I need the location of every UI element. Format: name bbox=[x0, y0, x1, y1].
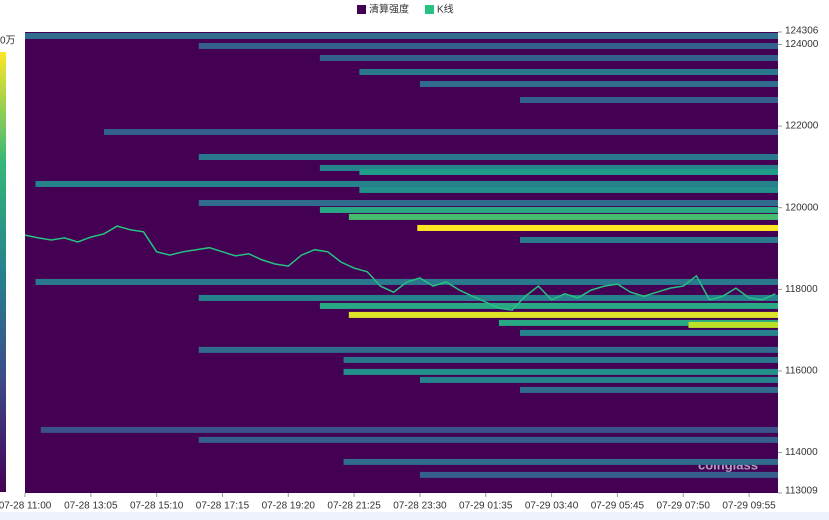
zoom-slider[interactable] bbox=[0, 512, 829, 520]
liquidation-band bbox=[319, 302, 778, 309]
liquidation-band bbox=[198, 346, 778, 353]
x-tick-label: 07-28 11:00 bbox=[0, 501, 52, 512]
liquidation-band bbox=[103, 128, 778, 135]
x-tick-label: 07-28 15:10 bbox=[130, 501, 184, 512]
liquidation-band bbox=[498, 319, 778, 326]
liquidation-band bbox=[198, 153, 778, 160]
liquidation-band bbox=[343, 356, 778, 363]
liquidation-band bbox=[359, 186, 778, 193]
liquidation-band bbox=[40, 426, 779, 433]
y-tick-label: 116000 bbox=[785, 366, 818, 377]
liquidation-band bbox=[198, 436, 778, 443]
y-tick-label: 114000 bbox=[785, 447, 818, 458]
colorbar bbox=[0, 52, 6, 492]
x-tick-label: 07-29 05:45 bbox=[591, 501, 645, 512]
plot-background bbox=[25, 32, 778, 493]
liquidation-band bbox=[198, 199, 778, 206]
y-tick-label: 120000 bbox=[785, 202, 819, 213]
x-tick-label: 07-29 09:55 bbox=[722, 501, 776, 512]
liquidation-band bbox=[348, 213, 778, 220]
liquidation-band bbox=[319, 164, 778, 171]
liquidation-band bbox=[343, 458, 778, 465]
liquidation-band bbox=[519, 96, 778, 103]
x-tick-label: 07-29 07:50 bbox=[657, 501, 711, 512]
liquidation-band bbox=[688, 321, 778, 328]
y-tick-label: 122000 bbox=[785, 121, 819, 132]
y-tick-label: 118000 bbox=[785, 284, 818, 295]
liquidation-band bbox=[419, 471, 778, 478]
x-tick-label: 07-29 03:40 bbox=[525, 501, 579, 512]
y-tick-label: 124306 bbox=[785, 26, 819, 37]
liquidation-band bbox=[519, 329, 778, 336]
x-tick-label: 07-28 19:20 bbox=[262, 501, 316, 512]
liquidation-band bbox=[359, 68, 778, 75]
liquidation-band bbox=[198, 42, 778, 49]
liquidation-band bbox=[343, 368, 778, 375]
liquidation-band bbox=[319, 206, 778, 213]
x-tick-label: 07-28 21:25 bbox=[327, 501, 381, 512]
x-tick-label: 07-28 23:30 bbox=[393, 501, 447, 512]
liquidation-band bbox=[319, 54, 778, 61]
legend-swatch[interactable] bbox=[425, 5, 434, 14]
liquidation-band bbox=[359, 168, 778, 175]
colorbar-label: 0万 bbox=[0, 36, 16, 47]
x-tick-label: 07-29 01:35 bbox=[459, 501, 513, 512]
liquidation-band bbox=[198, 294, 778, 301]
price-line bbox=[24, 225, 776, 311]
liquidation-band bbox=[25, 32, 778, 39]
legend-swatch[interactable] bbox=[357, 5, 366, 14]
y-tick-label: 113009 bbox=[785, 486, 818, 497]
y-tick-label: 124000 bbox=[785, 39, 819, 50]
liquidation-band bbox=[417, 224, 778, 231]
liquidation-band bbox=[348, 311, 778, 318]
liquidation-band bbox=[35, 180, 778, 187]
x-tick-label: 07-28 13:05 bbox=[64, 501, 118, 512]
legend-label[interactable]: 清算强度 bbox=[369, 3, 409, 16]
liquidation-band bbox=[519, 236, 778, 243]
legend-label[interactable]: K线 bbox=[437, 3, 454, 16]
liquidation-band bbox=[419, 80, 778, 87]
liquidation-band bbox=[519, 386, 778, 393]
liquidation-band bbox=[419, 376, 778, 383]
x-tick-label: 07-28 17:15 bbox=[196, 501, 250, 512]
